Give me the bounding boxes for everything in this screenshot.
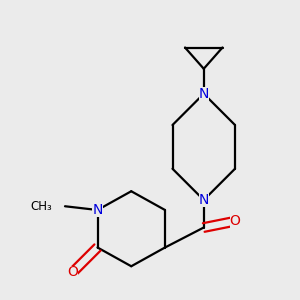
Text: N: N: [199, 193, 209, 207]
Text: O: O: [67, 266, 78, 280]
Text: N: N: [92, 203, 103, 217]
Text: CH₃: CH₃: [31, 200, 52, 213]
Text: N: N: [199, 87, 209, 101]
Text: O: O: [230, 214, 240, 228]
